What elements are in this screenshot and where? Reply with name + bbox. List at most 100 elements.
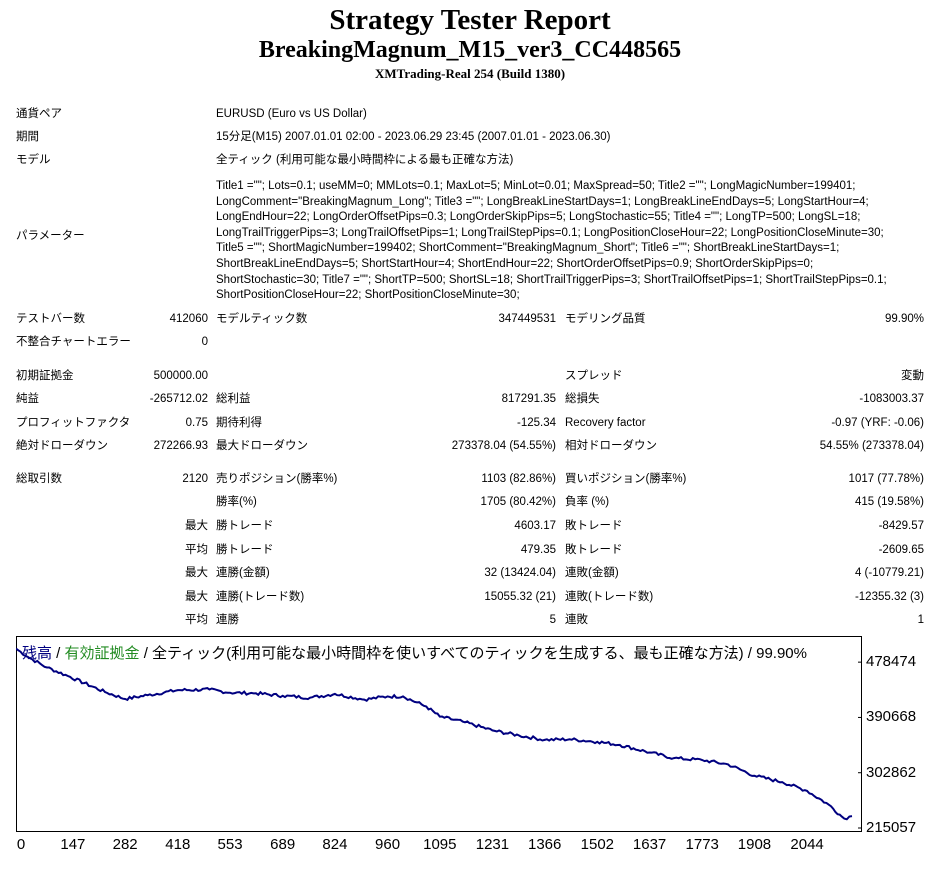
ticks-label: モデルティック数: [216, 313, 308, 325]
maxdd-label: 最大ドローダウン: [216, 440, 308, 452]
x-tick-label: 1908: [737, 836, 772, 853]
x-tick-label: 1637: [632, 836, 667, 853]
trades-value: 2120: [182, 473, 208, 485]
consec-loss-cnt-value: -12355.32 (3): [854, 591, 924, 603]
grossloss-label: 総損失: [565, 393, 600, 405]
recovery-value: -0.97 (YRF: -0.06): [831, 417, 924, 429]
y-tick-label: 302862: [866, 763, 917, 781]
x-tick-label: 553: [217, 836, 243, 853]
mismatch-value: 0: [201, 336, 208, 348]
short-value: 1103 (82.86%): [481, 473, 556, 485]
grossloss-value: -1083003.37: [859, 393, 924, 405]
chart-legend: 残高 / 有効証拠金 / 全ティック(利用可能な最小時間枠を使いすべてのティック…: [22, 644, 807, 662]
grossprofit-value: 817291.35: [501, 393, 556, 405]
quality-label: モデリング品質: [565, 313, 646, 325]
params-value: Title1 =""; Lots=0.1; useMM=0; MMLots=0.…: [216, 180, 887, 302]
short-label: 売りポジション(勝率%): [216, 473, 338, 485]
spread-value: 変動: [901, 370, 924, 382]
chart-frame: [16, 636, 862, 832]
model-label: モデル: [16, 154, 51, 166]
x-tick-label: 282: [112, 836, 138, 853]
balance-line: [16, 647, 853, 821]
long-value: 1017 (77.78%): [848, 473, 924, 485]
x-tick-label: 824: [322, 836, 348, 853]
x-tick-label: 960: [375, 836, 401, 853]
netprofit-label: 純益: [16, 393, 39, 405]
x-tick-label: 1366: [528, 836, 562, 853]
bars-label: テストバー数: [16, 313, 85, 325]
legend-rest: / 全ティック(利用可能な最小時間枠を使いすべてのティックを生成する、最も正確な…: [140, 644, 807, 662]
avg-consec-win-label: 連勝: [216, 614, 239, 626]
long-label: 買いポジション(勝率%): [565, 473, 687, 485]
avg-label: 平均: [185, 544, 208, 556]
avg-label-2: 平均: [185, 614, 208, 626]
recovery-label: Recovery factor: [565, 417, 646, 429]
model-value: 全ティック (利用可能な最小時間枠による最も正確な方法): [216, 154, 514, 166]
winrate-label: 勝率(%): [216, 496, 257, 508]
pf-label: プロフィットファクタ: [16, 417, 131, 429]
avg-win-trade-value: 479.35: [520, 544, 556, 556]
pf-value: 0.75: [185, 417, 208, 429]
deposit-label: 初期証拠金: [16, 370, 74, 382]
expected-label: 期待利得: [216, 417, 262, 429]
x-tick-label: 418: [165, 836, 191, 853]
x-tick-label: 147: [60, 836, 86, 853]
x-tick-label: 0: [16, 836, 26, 853]
x-tick-label: 1231: [475, 836, 510, 853]
win-trade-label: 勝トレード: [216, 520, 274, 532]
bars-value: 412060: [169, 313, 208, 325]
spread-label: スプレッド: [565, 370, 623, 382]
consec-win-cnt-label: 連勝(トレード数): [216, 591, 305, 603]
max-label-3: 最大: [185, 591, 208, 603]
reldd-label: 相対ドローダウン: [565, 440, 657, 452]
pair-label: 通貨ペア: [16, 108, 62, 120]
max-label-2: 最大: [185, 567, 208, 579]
params-label: パラメーター: [16, 230, 85, 242]
y-tick-label: 478474: [866, 653, 917, 671]
x-tick-label: 1502: [580, 836, 615, 853]
pair-value: EURUSD (Euro vs US Dollar): [216, 108, 367, 120]
grossprofit-label: 総利益: [216, 393, 251, 405]
legend-sep: /: [52, 645, 65, 662]
legend-equity: 有効証拠金: [65, 645, 140, 662]
avg-win-trade-label: 勝トレード: [216, 544, 274, 556]
consec-win-cnt-value: 15055.32 (21): [484, 591, 556, 603]
deposit-value: 500000.00: [153, 370, 208, 382]
netprofit-value: -265712.02: [149, 393, 208, 405]
absdd-label: 絶対ドローダウン: [16, 440, 108, 452]
y-tick-label: 390668: [866, 708, 917, 726]
maxdd-value: 273378.04 (54.55%): [451, 440, 556, 452]
ticks-value: 347449531: [498, 313, 556, 325]
reldd-value: 54.55% (273378.04): [819, 440, 924, 452]
absdd-value: 272266.93: [153, 440, 208, 452]
balance-series: [16, 647, 853, 821]
quality-value: 99.90%: [884, 313, 924, 325]
consec-loss-amt-label: 連敗(金額): [565, 567, 619, 579]
max-win-trade-value: 4603.17: [514, 520, 556, 532]
period-value: 15分足(M15) 2007.01.01 02:00 - 2023.06.29 …: [216, 131, 611, 143]
report-subtitle: BreakingMagnum_M15_ver3_CC448565: [258, 37, 682, 63]
legend-balance: 残高: [22, 645, 52, 662]
avg-consec-win-value: 5: [549, 614, 556, 626]
max-loss-trade-value: -8429.57: [878, 520, 924, 532]
x-tick-label: 1773: [685, 836, 719, 853]
report-title: Strategy Tester Report: [329, 4, 611, 36]
server-info: XMTrading-Real 254 (Build 1380): [374, 66, 566, 81]
consec-win-amt-value: 32 (13424.04): [484, 567, 556, 579]
period-label: 期間: [16, 131, 39, 143]
mismatch-label: 不整合チャートエラー: [16, 336, 131, 348]
max-label: 最大: [185, 520, 208, 532]
x-tick-label: 689: [270, 836, 296, 853]
x-tick-label: 1095: [423, 836, 457, 853]
consec-loss-cnt-label: 連敗(トレード数): [565, 591, 654, 603]
trades-label: 総取引数: [16, 473, 62, 485]
consec-loss-amt-value: 4 (-10779.21): [854, 567, 924, 579]
avg-consec-loss-value: 1: [917, 614, 924, 626]
balance-chart: 残高 / 有効証拠金 / 全ティック(利用可能な最小時間枠を使いすべてのティック…: [16, 636, 862, 832]
consec-win-amt-label: 連勝(金額): [216, 567, 270, 579]
avg-loss-trade-label: 敗トレード: [565, 544, 623, 556]
lossrate-value: 415 (19.58%): [854, 496, 924, 508]
expected-value: -125.34: [516, 417, 556, 429]
winrate-value: 1705 (80.42%): [480, 496, 556, 508]
lossrate-label: 負率 (%): [565, 496, 610, 508]
